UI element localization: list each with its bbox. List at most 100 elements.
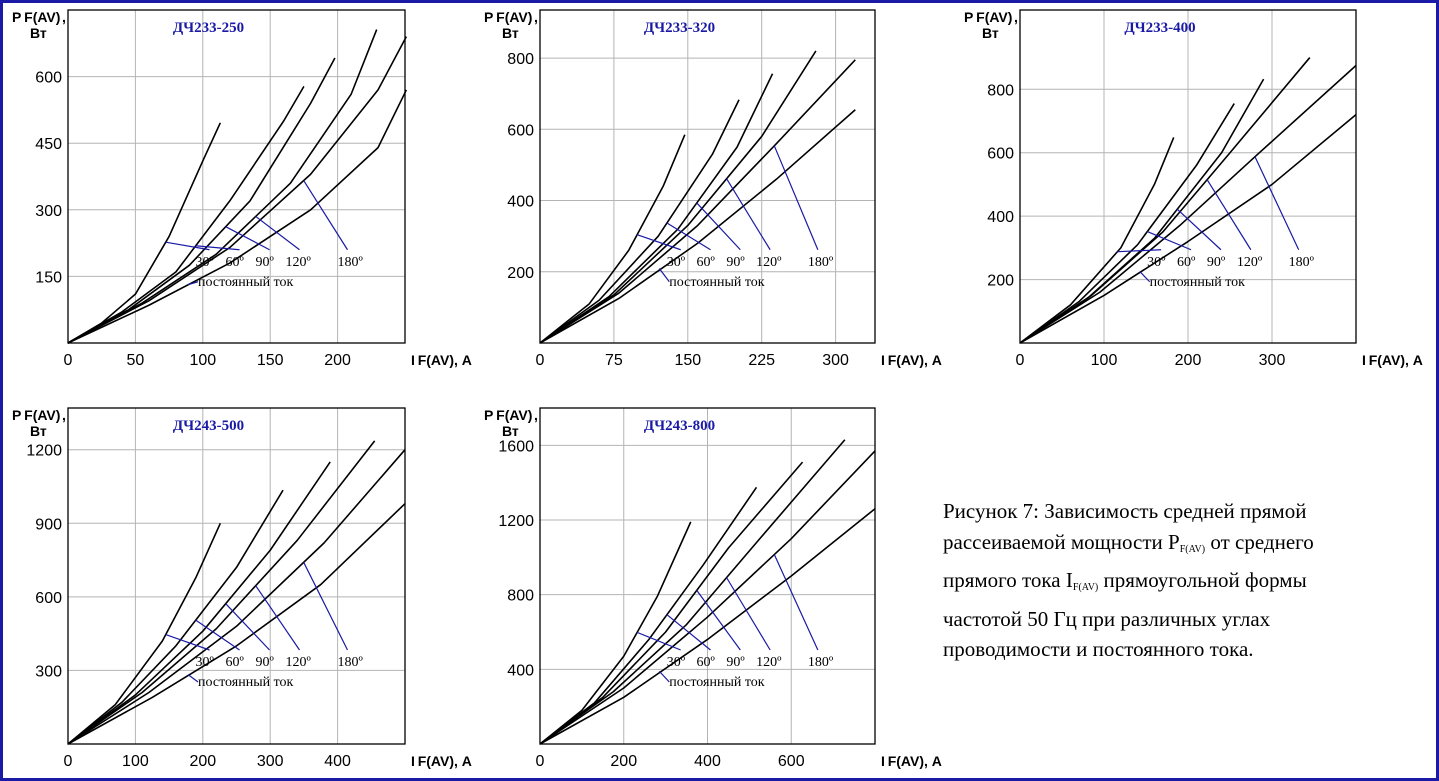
y-tick-label: 1200	[26, 443, 62, 460]
leader-line	[195, 245, 240, 251]
x-tick-label: 75	[605, 352, 623, 369]
leader-line	[773, 145, 819, 250]
y-axis-unit: Вт	[982, 25, 999, 41]
dc-label: постоянный ток	[198, 275, 293, 290]
caption-line-2: рассеиваемой мощности PF(AV) от среднего	[943, 527, 1413, 566]
x-tick-label: 200	[1175, 352, 1202, 369]
series-line-1	[539, 99, 740, 344]
chart-title: ДЧ233-320	[644, 20, 715, 36]
y-tick-label: 400	[987, 209, 1014, 226]
caption-line-2a: рассеиваемой мощности P	[943, 529, 1180, 554]
series-line-4	[539, 59, 856, 344]
y-tick-label: 400	[507, 194, 534, 211]
caption-line-1: Рисунок 7: Зависимость средней прямой	[943, 499, 1307, 523]
angle-label: 30º	[1147, 255, 1166, 270]
leader-line	[165, 241, 210, 251]
y-tick-label: 150	[35, 269, 62, 286]
series-line-0	[1019, 137, 1175, 344]
leader-line	[636, 234, 681, 251]
series-line-1	[1019, 103, 1235, 344]
y-tick-label: 800	[507, 588, 534, 605]
y-axis-label-comma: ,	[534, 9, 538, 25]
y-tick-label: 600	[35, 590, 62, 607]
leader-line	[255, 215, 300, 251]
plot-frame	[67, 9, 406, 344]
plot-frame	[539, 9, 876, 344]
leader-line	[1176, 208, 1222, 251]
angle-label: 120º	[286, 255, 312, 270]
angle-label: 120º	[756, 655, 782, 670]
dc-label: постоянный ток	[198, 675, 293, 690]
angle-label: 30º	[196, 255, 215, 270]
leader-line	[303, 180, 349, 251]
x-axis-label: I F(AV), А	[1362, 352, 1423, 368]
y-axis-unit: Вт	[502, 423, 519, 439]
series-line-3	[1019, 57, 1311, 344]
angle-label: 60º	[226, 655, 245, 670]
angle-label: 30º	[667, 255, 686, 270]
leader-line	[773, 554, 819, 651]
angle-label: 180º	[1289, 255, 1315, 270]
leader-line	[225, 603, 270, 651]
y-axis-label-comma: ,	[62, 9, 66, 25]
y-axis-label: P F(AV)	[12, 9, 60, 25]
angle-label: 60º	[226, 255, 245, 270]
y-tick-label: 600	[507, 122, 534, 139]
plot-frame	[67, 407, 406, 745]
dc-leader-line	[187, 674, 199, 683]
series-line-1	[67, 489, 284, 745]
series-line-5	[67, 503, 406, 745]
x-tick-label: 0	[536, 352, 545, 369]
caption-line-2b: от среднего	[1205, 529, 1314, 554]
y-axis-label-comma: ,	[1014, 9, 1018, 25]
leader-line	[696, 589, 741, 651]
series-line-4	[67, 36, 408, 344]
y-tick-label: 1200	[498, 513, 534, 530]
leader-line	[636, 631, 681, 651]
y-axis-unit: Вт	[30, 423, 47, 439]
angle-label: 180º	[808, 255, 834, 270]
series-line-3	[67, 29, 378, 344]
x-axis-label: I F(AV), А	[411, 352, 472, 368]
caption-line-4: частотой 50 Гц при различных углах	[943, 606, 1271, 631]
x-tick-label: 0	[64, 352, 73, 369]
x-tick-label: 0	[64, 753, 73, 770]
x-tick-label: 100	[189, 352, 216, 369]
caption-line-3b: прямоугольной формы	[1098, 568, 1307, 592]
series-line-5	[1019, 114, 1357, 344]
angle-label: 30º	[196, 655, 215, 670]
x-tick-label: 300	[822, 352, 849, 369]
leader-line	[303, 562, 349, 651]
angle-label: 30º	[667, 655, 686, 670]
y-tick-label: 900	[35, 516, 62, 533]
dc-leader-line	[187, 281, 199, 286]
y-tick-label: 600	[35, 70, 62, 87]
x-tick-label: 200	[189, 753, 216, 770]
angle-label: 120º	[1237, 255, 1263, 270]
leader-line	[195, 619, 240, 651]
x-tick-label: 225	[748, 352, 775, 369]
leader-line	[1117, 249, 1162, 253]
leader-line	[666, 222, 711, 251]
angle-label: 90º	[256, 255, 275, 270]
y-tick-label: 300	[35, 203, 62, 220]
angle-label: 120º	[756, 255, 782, 270]
angle-label: 180º	[338, 655, 364, 670]
series-line-5	[539, 508, 876, 745]
angle-label: 120º	[286, 655, 312, 670]
angle-label: 60º	[1177, 255, 1196, 270]
y-tick-label: 200	[507, 265, 534, 282]
y-tick-label: 200	[987, 273, 1014, 290]
dc-leader-line	[658, 670, 670, 683]
angle-label: 180º	[338, 255, 364, 270]
dc-leader-line	[1139, 270, 1151, 283]
leader-line	[255, 585, 301, 651]
leader-line	[1254, 156, 1300, 251]
y-axis-unit: Вт	[30, 25, 47, 41]
y-tick-label: 600	[987, 146, 1014, 163]
angle-label: 90º	[1207, 255, 1226, 270]
x-tick-label: 0	[536, 753, 545, 770]
x-tick-label: 400	[694, 753, 721, 770]
